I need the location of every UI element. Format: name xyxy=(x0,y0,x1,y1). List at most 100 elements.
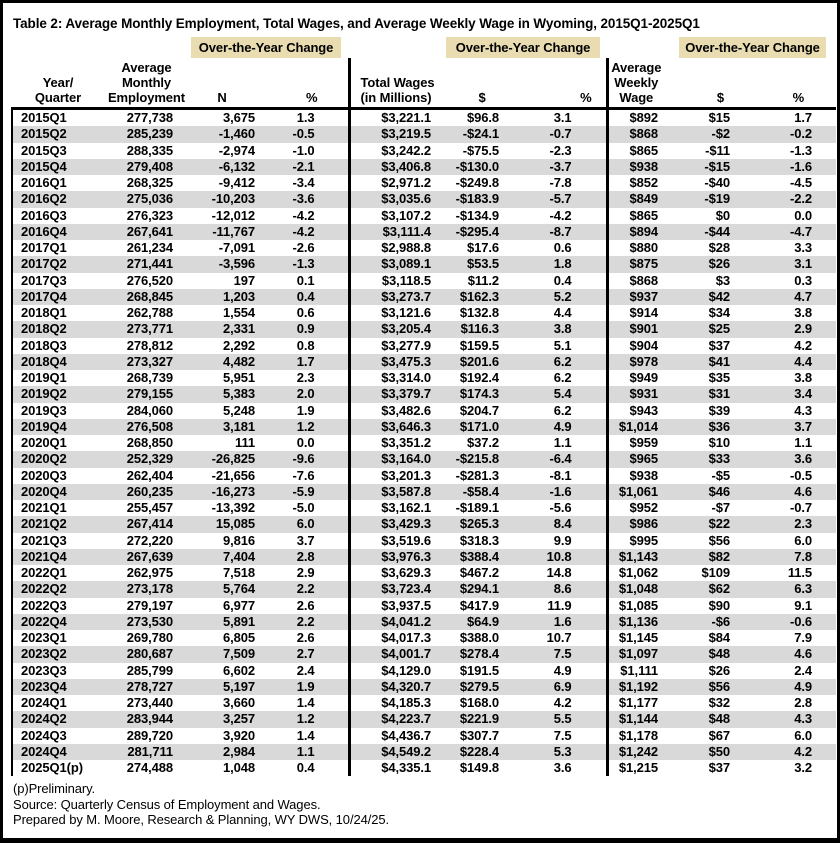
table-row: 2024Q4 281,711 2,984 1.1 $4,549.2 $228.4 5.3 $1… xyxy=(11,743,837,760)
otyc-wages-pct-cell: 9.9 xyxy=(504,532,609,549)
table-row: 2023Q1 269,780 6,805 2.6 $4,017.3 $388.0 10.7 $… xyxy=(11,630,836,647)
year-quarter-cell: 2020Q1 xyxy=(11,435,104,452)
otyc-wages-dollar-cell: $417.9 xyxy=(459,597,500,613)
otyc-wages-dollar-cell: $96.8 xyxy=(466,110,500,125)
otyc-aww-dollar-cell: -$11 xyxy=(705,142,731,158)
otyc-aww-pct-cell: -0.6 xyxy=(790,613,813,629)
avg-monthly-employment-cell: 273,327 xyxy=(126,353,173,369)
table-row: 2015Q4 279,408 -6,132 -2.1 $3,406.8 -$130.0 -3… xyxy=(11,158,837,175)
table-row: 2025Q1(p) 274,488 1,048 0.4 $4,335.1 $149.8 3.… xyxy=(11,760,836,777)
otyc-wages-pct-cell: 6.9 xyxy=(504,678,609,695)
avg-weekly-wage-cell: $868 xyxy=(629,126,659,142)
otyc-wages-pct-cell: -1.6 xyxy=(504,483,609,500)
otyc-employment-n-cell: 111 xyxy=(235,435,255,450)
otyc-employment-pct-cell: -5.0 xyxy=(259,500,351,517)
otyc-employment-pct-cell: 1.2 xyxy=(259,711,351,728)
avg-weekly-wage-cell: $865 xyxy=(629,207,659,223)
otyc-employment-n-cell: 15,085 xyxy=(215,516,255,532)
otyc-employment-pct-cell: 1.4 xyxy=(259,695,351,712)
otyc-aww-dollar-cell: -$44 xyxy=(704,223,731,239)
avg-monthly-employment-cell: 279,197 xyxy=(126,597,173,613)
otyc-wages-dollar-cell: $37.2 xyxy=(466,435,500,450)
avg-weekly-wage-cell: $1,178 xyxy=(618,727,659,743)
total-wages-cell: $3,111.4 xyxy=(382,223,432,239)
avg-monthly-employment-cell: 262,404 xyxy=(126,467,173,483)
otyc-employment-n-cell: 5,197 xyxy=(222,678,255,694)
table-row: 2020Q4 260,235 -16,273 -5.9 $3,587.8 -$58.4 -1… xyxy=(11,483,837,500)
otyc-wages-dollar-cell: -$295.4 xyxy=(455,223,500,239)
otyc-wages-dollar-cell: $279.5 xyxy=(459,678,500,694)
otyc-employment-pct-cell: 1.9 xyxy=(259,402,351,419)
col-header-employment-n: N xyxy=(189,58,259,110)
total-wages-cell: $3,089.1 xyxy=(381,256,432,272)
avg-monthly-employment-cell: 268,739 xyxy=(126,370,173,385)
otyc-employment-n-cell: 3,660 xyxy=(222,695,255,710)
otyc-employment-n-cell: -16,273 xyxy=(211,483,256,499)
table-title: Table 2: Average Monthly Employment, Tot… xyxy=(13,16,700,31)
otyc-aww-dollar-cell: $67 xyxy=(708,727,731,743)
otyc-aww-dollar-cell: $33 xyxy=(708,451,731,467)
avg-monthly-employment-cell: 279,408 xyxy=(126,158,173,174)
otyc-aww-dollar-cell: $32 xyxy=(708,695,731,710)
otyc-aww-dollar-cell: $10 xyxy=(708,435,731,450)
avg-weekly-wage-cell: $995 xyxy=(629,532,659,548)
table-row: 2015Q1 277,738 3,675 1.3 $3,221.1 $96.8 3.1 $89… xyxy=(11,108,836,127)
otyc-employment-n-cell: 7,518 xyxy=(222,565,255,580)
otyc-employment-pct-cell: 2.0 xyxy=(259,386,351,403)
total-wages-cell: $3,351.2 xyxy=(381,435,432,450)
table-row: 2019Q4 276,508 3,181 1.2 $3,646.3 $171.0 4.9 $1… xyxy=(11,418,837,435)
otyc-aww-pct-cell: -0.2 xyxy=(790,126,813,142)
otyc-employment-pct-cell: 1.4 xyxy=(259,727,351,744)
otyc-wages-dollar-cell: $11.2 xyxy=(467,272,500,288)
avg-monthly-employment-cell: 271,441 xyxy=(126,256,173,272)
avg-monthly-employment-cell: 268,845 xyxy=(126,288,173,304)
otyc-aww-dollar-cell: $35 xyxy=(708,370,731,385)
avg-monthly-employment-cell: 273,440 xyxy=(126,695,173,710)
otyc-wages-pct-cell: 6.2 xyxy=(504,402,609,419)
otyc-wages-dollar-cell: $204.7 xyxy=(459,402,500,418)
otyc-aww-pct-cell: 7.9 xyxy=(794,630,813,645)
otyc-wages-dollar-cell: $162.3 xyxy=(459,288,500,304)
total-wages-cell: $3,519.6 xyxy=(381,532,432,548)
otyc-wages-pct-cell: -4.2 xyxy=(504,207,609,224)
otyc-wages-dollar-cell: $265.3 xyxy=(459,516,500,532)
year-quarter-cell: 2023Q2 xyxy=(11,646,104,663)
table-row: 2019Q1 268,739 5,951 2.3 $3,314.0 $192.4 6.2 $9… xyxy=(11,370,836,387)
otyc-wages-dollar-cell: $388.0 xyxy=(459,630,500,645)
otyc-aww-dollar-cell: $41 xyxy=(708,353,731,369)
otyc-wages-dollar-cell: $159.5 xyxy=(459,337,500,353)
year-quarter-cell: 2018Q3 xyxy=(11,337,104,354)
avg-weekly-wage-cell: $943 xyxy=(629,402,659,418)
table-row: 2023Q2 280,687 7,509 2.7 $4,001.7 $278.4 7.5 $1… xyxy=(11,646,837,663)
otyc-wages-dollar-cell: -$281.3 xyxy=(455,467,500,483)
otyc-banner-wages-cell: Over-the-Year Change xyxy=(436,35,607,58)
year-quarter-cell: 2017Q1 xyxy=(11,240,104,257)
avg-weekly-wage-cell: $1,192 xyxy=(618,678,659,694)
otyc-aww-pct-cell: 3.4 xyxy=(794,386,813,402)
otyc-aww-dollar-cell: -$7 xyxy=(711,500,731,515)
total-wages-cell: $3,314.0 xyxy=(381,370,432,385)
year-quarter-cell: 2021Q1 xyxy=(11,500,104,517)
otyc-aww-dollar-cell: $3 xyxy=(715,272,731,288)
avg-weekly-wage-cell: $1,177 xyxy=(618,695,659,710)
table-row: 2017Q3 276,520 197 0.1 $3,118.5 $11.2 0.4 $868 $… xyxy=(11,272,836,289)
avg-monthly-employment-cell: 284,060 xyxy=(126,402,173,418)
footnote-preliminary: (p)Preliminary. xyxy=(13,781,96,797)
otyc-wages-dollar-cell: $174.3 xyxy=(459,386,500,402)
otyc-employment-n-cell: 5,891 xyxy=(222,613,255,629)
avg-weekly-wage-cell: $1,014 xyxy=(618,418,659,434)
otyc-aww-dollar-cell: -$19 xyxy=(704,191,731,207)
avg-monthly-employment-cell: 267,641 xyxy=(126,223,173,239)
banner-spacer xyxy=(12,35,189,58)
table-row: 2020Q3 262,404 -21,656 -7.6 $3,201.3 -$281.3-… xyxy=(11,467,836,484)
otyc-wages-dollar-cell: -$130.0 xyxy=(455,158,500,174)
banner-spacer xyxy=(607,35,664,58)
otyc-employment-n-cell: -3,596 xyxy=(218,256,255,272)
avg-monthly-employment-cell: 278,727 xyxy=(126,678,173,694)
otyc-wages-pct-cell: -5.6 xyxy=(504,500,609,517)
year-quarter-cell: 2015Q2 xyxy=(11,126,104,143)
col-header-wages-pct: % xyxy=(504,58,609,110)
otyc-employment-n-cell: 9,816 xyxy=(222,532,255,548)
employment-wages-table: Over-the-Year Change Over-the-Year Chang… xyxy=(11,35,837,777)
year-quarter-cell: 2016Q1 xyxy=(11,175,104,192)
